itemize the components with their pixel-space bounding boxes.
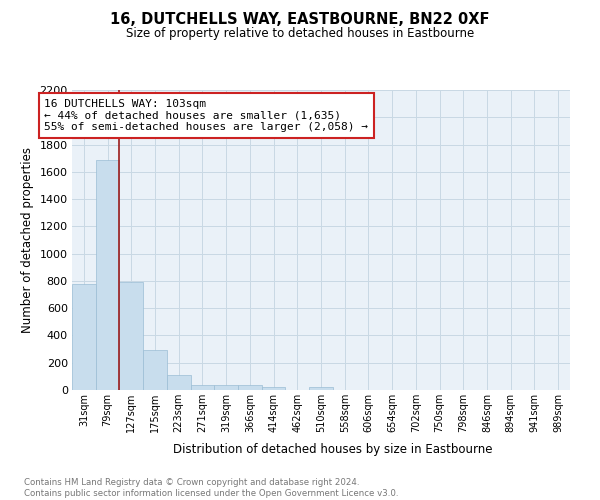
Bar: [72, 284, 96, 390]
Bar: [309, 388, 333, 390]
Bar: [119, 282, 143, 390]
Bar: [238, 385, 262, 390]
Text: Contains HM Land Registry data © Crown copyright and database right 2024.
Contai: Contains HM Land Registry data © Crown c…: [24, 478, 398, 498]
Y-axis label: Number of detached properties: Number of detached properties: [21, 147, 34, 333]
Text: Size of property relative to detached houses in Eastbourne: Size of property relative to detached ho…: [126, 28, 474, 40]
Text: 16 DUTCHELLS WAY: 103sqm
← 44% of detached houses are smaller (1,635)
55% of sem: 16 DUTCHELLS WAY: 103sqm ← 44% of detach…: [44, 99, 368, 132]
Bar: [96, 160, 119, 390]
Text: Distribution of detached houses by size in Eastbourne: Distribution of detached houses by size …: [173, 442, 493, 456]
Bar: [191, 385, 214, 390]
Bar: [214, 385, 238, 390]
Bar: [262, 388, 286, 390]
Bar: [143, 350, 167, 390]
Text: 16, DUTCHELLS WAY, EASTBOURNE, BN22 0XF: 16, DUTCHELLS WAY, EASTBOURNE, BN22 0XF: [110, 12, 490, 28]
Bar: [167, 374, 191, 390]
